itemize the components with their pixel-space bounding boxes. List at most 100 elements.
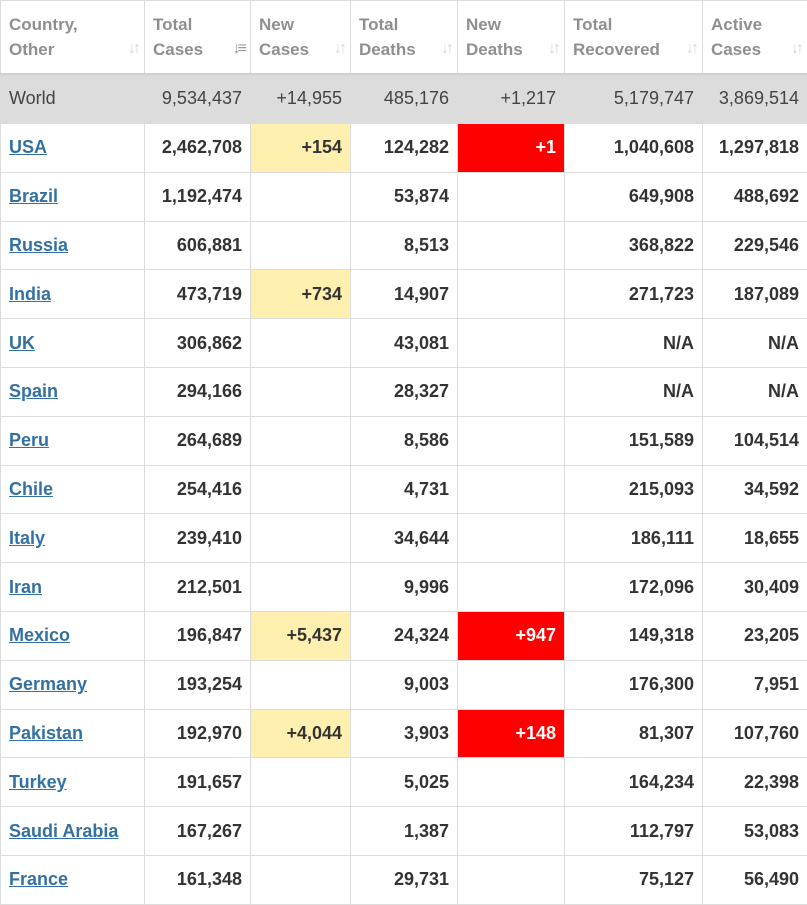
- country-link[interactable]: Pakistan: [9, 723, 83, 743]
- sort-icon[interactable]: ↓↑: [548, 36, 558, 61]
- country-link[interactable]: India: [9, 284, 51, 304]
- world-total-recovered: 5,179,747: [565, 74, 703, 124]
- new-cases-cell: [251, 221, 351, 270]
- new-deaths-cell: [458, 758, 565, 807]
- new-cases-cell: [251, 416, 351, 465]
- active-cases-cell: 7,951: [703, 660, 807, 709]
- total-recovered-cell: 1,040,608: [565, 124, 703, 173]
- country-link[interactable]: Brazil: [9, 186, 58, 206]
- total-deaths-cell: 1,387: [351, 807, 458, 856]
- total-recovered-cell: 172,096: [565, 563, 703, 612]
- active-cases-cell: 22,398: [703, 758, 807, 807]
- total-cases-cell: 193,254: [145, 660, 251, 709]
- new-cases-cell: +5,437: [251, 611, 351, 660]
- country-cell: Iran: [1, 563, 145, 612]
- country-link[interactable]: France: [9, 869, 68, 889]
- new-cases-cell: [251, 172, 351, 221]
- country-cell: Brazil: [1, 172, 145, 221]
- new-deaths-cell: [458, 465, 565, 514]
- country-link[interactable]: USA: [9, 137, 47, 157]
- new-deaths-cell: [458, 416, 565, 465]
- country-link[interactable]: Iran: [9, 577, 42, 597]
- active-cases-cell: N/A: [703, 319, 807, 368]
- sort-icon[interactable]: ↓↑: [334, 36, 344, 61]
- country-cell: Italy: [1, 514, 145, 563]
- country-link[interactable]: Saudi Arabia: [9, 821, 118, 841]
- new-cases-cell: [251, 660, 351, 709]
- total-recovered-cell: 112,797: [565, 807, 703, 856]
- sort-icon[interactable]: ↓↑: [128, 36, 138, 61]
- total-recovered-cell: 164,234: [565, 758, 703, 807]
- active-cases-cell: 107,760: [703, 709, 807, 758]
- country-cell: India: [1, 270, 145, 319]
- country-link[interactable]: Chile: [9, 479, 53, 499]
- new-deaths-cell: [458, 660, 565, 709]
- total-deaths-cell: 9,003: [351, 660, 458, 709]
- new-cases-cell: +154: [251, 124, 351, 173]
- country-link[interactable]: Germany: [9, 674, 87, 694]
- total-deaths-cell: 43,081: [351, 319, 458, 368]
- total-recovered-cell: 81,307: [565, 709, 703, 758]
- total-deaths-cell: 8,586: [351, 416, 458, 465]
- total-deaths-cell: 3,903: [351, 709, 458, 758]
- total-deaths-cell: 8,513: [351, 221, 458, 270]
- total-deaths-cell: 5,025: [351, 758, 458, 807]
- new-cases-cell: [251, 514, 351, 563]
- total-recovered-cell: N/A: [565, 367, 703, 416]
- total-deaths-cell: 124,282: [351, 124, 458, 173]
- total-recovered-cell: 75,127: [565, 855, 703, 904]
- country-cell: Chile: [1, 465, 145, 514]
- country-link[interactable]: Spain: [9, 381, 58, 401]
- total-recovered-cell: 215,093: [565, 465, 703, 514]
- world-active-cases: 3,869,514: [703, 74, 807, 124]
- world-new-deaths: +1,217: [458, 74, 565, 124]
- total-cases-cell: 473,719: [145, 270, 251, 319]
- country-link[interactable]: Turkey: [9, 772, 67, 792]
- total-cases-cell: 254,416: [145, 465, 251, 514]
- country-cell: Turkey: [1, 758, 145, 807]
- column-header-country[interactable]: Country,Other↓↑: [1, 1, 145, 74]
- active-cases-cell: 30,409: [703, 563, 807, 612]
- sort-icon[interactable]: ↓↑: [791, 36, 801, 61]
- country-link[interactable]: Peru: [9, 430, 49, 450]
- new-deaths-cell: +947: [458, 611, 565, 660]
- sort-icon[interactable]: ↓↑: [441, 36, 451, 61]
- new-cases-cell: [251, 319, 351, 368]
- new-deaths-cell: [458, 807, 565, 856]
- active-cases-cell: 18,655: [703, 514, 807, 563]
- country-cell: Spain: [1, 367, 145, 416]
- total-cases-cell: 264,689: [145, 416, 251, 465]
- total-cases-cell: 239,410: [145, 514, 251, 563]
- country-cell: Germany: [1, 660, 145, 709]
- total-deaths-cell: 4,731: [351, 465, 458, 514]
- new-deaths-cell: [458, 221, 565, 270]
- country-link[interactable]: Mexico: [9, 625, 70, 645]
- country-link[interactable]: Italy: [9, 528, 45, 548]
- country-cell: Peru: [1, 416, 145, 465]
- country-link[interactable]: UK: [9, 333, 35, 353]
- sort-descending-icon[interactable]: ↓≡: [233, 36, 244, 61]
- total-cases-cell: 212,501: [145, 563, 251, 612]
- total-cases-cell: 294,166: [145, 367, 251, 416]
- total-deaths-cell: 9,996: [351, 563, 458, 612]
- total-recovered-cell: 368,822: [565, 221, 703, 270]
- country-cell: Russia: [1, 221, 145, 270]
- sort-icon[interactable]: ↓↑: [686, 36, 696, 61]
- new-cases-cell: +4,044: [251, 709, 351, 758]
- world-new-cases: +14,955: [251, 74, 351, 124]
- country-link[interactable]: Russia: [9, 235, 68, 255]
- country-cell: Saudi Arabia: [1, 807, 145, 856]
- world-total-deaths: 485,176: [351, 74, 458, 124]
